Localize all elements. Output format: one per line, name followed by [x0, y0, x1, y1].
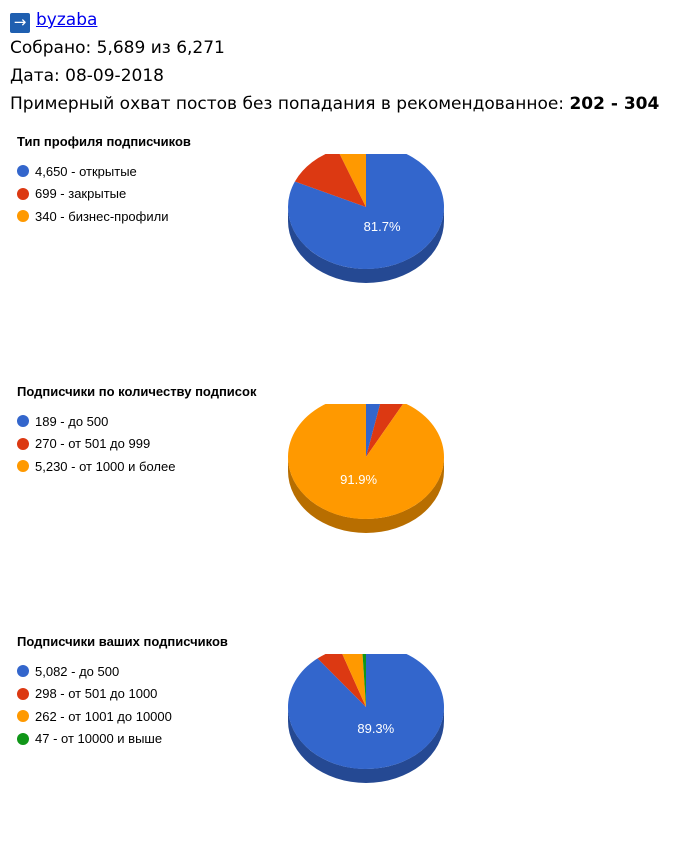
arrow-right-icon[interactable]: → [10, 13, 30, 33]
legend-swatch [17, 415, 29, 428]
pie-slice[interactable] [337, 154, 366, 207]
pie-slice[interactable] [366, 404, 404, 457]
pie-slice[interactable] [317, 654, 366, 707]
legend-swatch [17, 732, 29, 745]
pie-slice[interactable] [288, 404, 444, 519]
chart-profile-type: Тип профиля подписчиков 4,650 - открытые… [0, 134, 677, 364]
legend-item: 5,082 - до 500 [17, 660, 172, 683]
legend-swatch [17, 187, 29, 200]
legend-swatch [17, 437, 29, 450]
pie-slice[interactable] [362, 654, 366, 707]
reach-line: Примерный охват постов без попадания в р… [10, 90, 659, 118]
chart-legend: 189 - до 500 270 - от 501 до 999 5,230 - о… [17, 410, 175, 478]
legend-label: 340 - бизнес-профили [35, 208, 169, 224]
legend-item: 262 - от 1001 до 10000 [17, 705, 172, 728]
pie-slice[interactable] [288, 654, 444, 769]
chart-following-count: Подписчики по количеству подписок 189 - … [0, 384, 677, 614]
legend-label: 4,650 - открытые [35, 163, 137, 179]
legend-label: 47 - от 10000 и выше [35, 731, 163, 747]
collected-label: Собрано: [10, 38, 92, 58]
legend-label: 5,230 - от 1000 и более [35, 458, 176, 474]
account-link[interactable]: byzaba [36, 10, 98, 30]
chart-legend: 4,650 - открытые 699 - закрытые 340 - бизн… [17, 160, 168, 228]
legend-label: 189 - до 500 [35, 413, 109, 429]
chart-title: Подписчики ваших подписчиков [17, 634, 228, 649]
legend-swatch [17, 165, 29, 178]
pie-chart: 91.9% [288, 404, 444, 533]
pie-slice-side [288, 207, 444, 283]
legend-item: 5,230 - от 1000 и более [17, 455, 175, 478]
legend-label: 5,082 - до 500 [35, 663, 120, 679]
collected-value: 5,689 из 6,271 [96, 38, 225, 58]
pie-slice-side [288, 457, 444, 533]
legend-item: 4,650 - открытые [17, 160, 168, 183]
chart-followers-of-followers: Подписчики ваших подписчиков 5,082 - до … [0, 634, 677, 864]
legend-swatch [17, 460, 29, 473]
reach-value: 202 - 304 [569, 94, 660, 114]
legend-label: 270 - от 501 до 999 [35, 436, 151, 452]
page-header: → byzaba Собрано: 5,689 из 6,271 Дата: 08… [10, 6, 659, 118]
legend-swatch [17, 210, 29, 223]
pie-data-label: 91.9% [340, 472, 377, 487]
collected-line: Собрано: 5,689 из 6,271 [10, 34, 659, 62]
pie-data-label: 81.7% [364, 219, 401, 234]
date-value: 08-09-2018 [65, 66, 164, 86]
pie-slice[interactable] [294, 154, 366, 207]
account-line: → byzaba [10, 6, 659, 34]
legend-item: 298 - от 501 до 1000 [17, 683, 172, 706]
legend-swatch [17, 687, 29, 700]
legend-label: 699 - закрытые [35, 186, 127, 202]
pie-slice[interactable] [288, 154, 444, 269]
date-label: Дата: [10, 66, 60, 86]
pie-slice[interactable] [366, 404, 382, 457]
date-line: Дата: 08-09-2018 [10, 62, 659, 90]
legend-item: 47 - от 10000 и выше [17, 728, 172, 751]
legend-item: 340 - бизнес-профили [17, 205, 168, 228]
legend-label: 298 - от 501 до 1000 [35, 686, 158, 702]
chart-legend: 5,082 - до 500 298 - от 501 до 1000 262 - … [17, 660, 172, 750]
chart-title: Подписчики по количеству подписок [17, 384, 257, 399]
chart-title: Тип профиля подписчиков [17, 134, 191, 149]
legend-label: 262 - от 1001 до 10000 [35, 708, 172, 724]
legend-item: 270 - от 501 до 999 [17, 433, 175, 456]
legend-item: 699 - закрытые [17, 183, 168, 206]
pie-chart: 81.7% [288, 154, 444, 283]
legend-swatch [17, 710, 29, 723]
pie-data-label: 89.3% [357, 721, 394, 736]
pie-chart: 89.3% [288, 654, 444, 783]
legend-swatch [17, 665, 29, 678]
legend-item: 189 - до 500 [17, 410, 175, 433]
pie-slice-side [288, 707, 444, 783]
reach-label: Примерный охват постов без попадания в р… [10, 94, 565, 114]
